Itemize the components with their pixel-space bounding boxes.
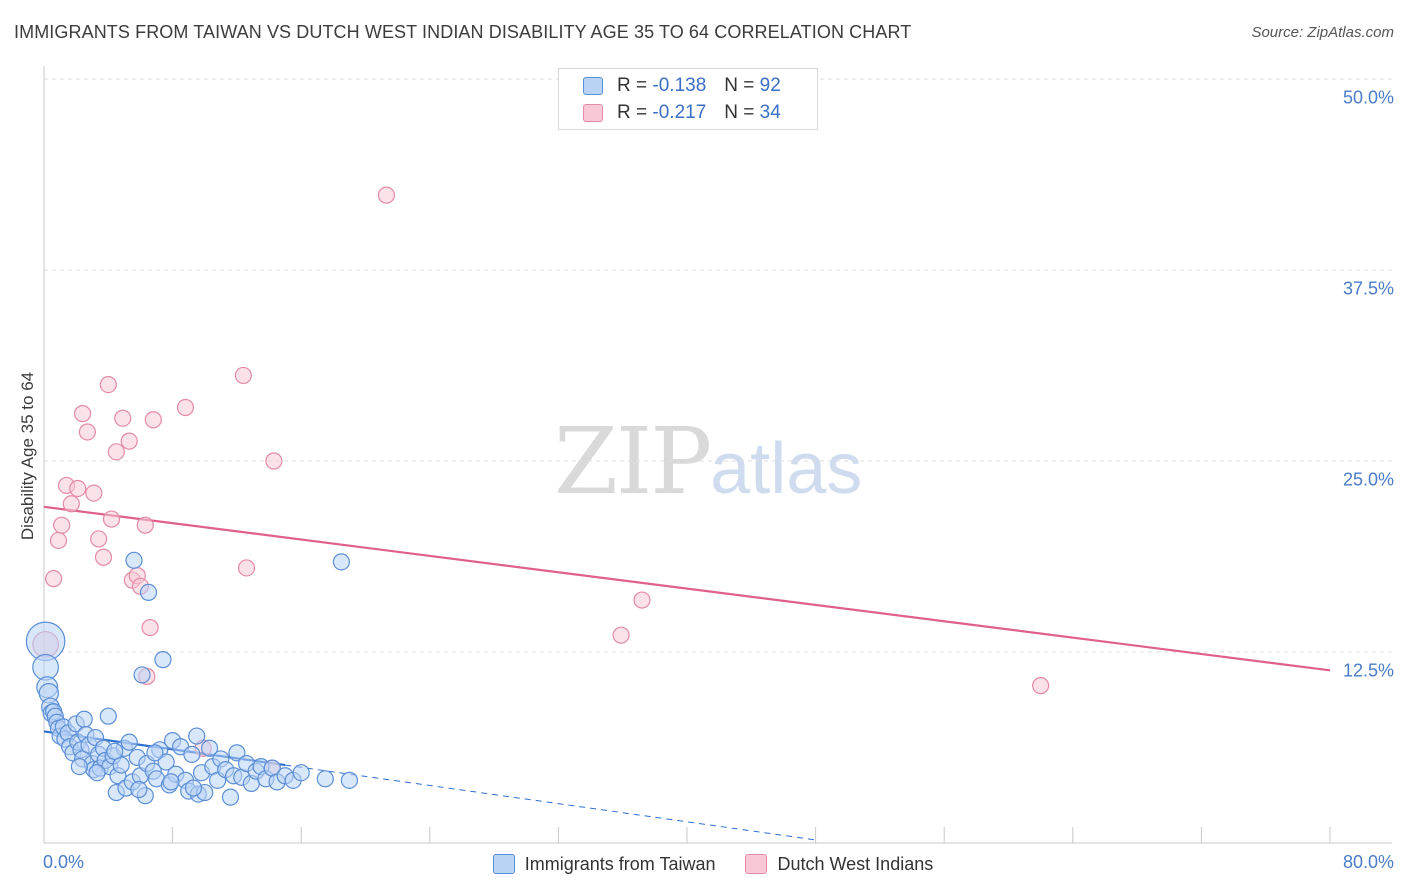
data-point-dutch — [85, 484, 103, 502]
data-point-taiwan — [133, 666, 151, 684]
data-point-dutch — [45, 570, 63, 588]
data-point-taiwan — [188, 727, 206, 745]
legend-item-taiwan[interactable]: Immigrants from Taiwan — [492, 851, 716, 877]
data-point-taiwan — [200, 739, 219, 757]
data-point-dutch — [377, 186, 395, 204]
data-point-dutch — [69, 479, 87, 498]
r-value: -0.138 — [652, 75, 707, 96]
swatch-taiwan — [583, 77, 603, 95]
axes — [43, 66, 1392, 844]
data-point-dutch — [53, 516, 71, 534]
data-point-taiwan — [221, 788, 240, 806]
data-point-taiwan — [228, 744, 246, 762]
data-point-taiwan — [112, 756, 130, 774]
data-point-taiwan — [292, 764, 310, 782]
data-point-dutch — [99, 376, 117, 394]
y-tick-label: 37.5% — [1342, 278, 1394, 299]
data-point-taiwan — [316, 770, 334, 788]
data-point-dutch — [78, 423, 97, 441]
stats-row-taiwan: R = -0.138 N = 92 — [583, 75, 781, 97]
series-immigrants-from-taiwan — [25, 551, 359, 806]
y-tick-label: 50.0% — [1342, 87, 1394, 108]
series-dutch-west-indians — [32, 186, 1050, 777]
swatch-taiwan — [492, 854, 515, 874]
r-label: R = — [617, 102, 648, 123]
data-point-taiwan — [183, 745, 201, 763]
data-point-dutch — [612, 626, 630, 644]
data-point-taiwan — [130, 780, 148, 799]
data-point-taiwan — [88, 764, 106, 782]
data-point-taiwan — [340, 771, 359, 789]
n-value: 92 — [759, 75, 781, 96]
stats-row-dutch: R = -0.217 N = 34 — [583, 102, 781, 124]
data-point-dutch — [73, 405, 92, 423]
data-point-taiwan — [157, 753, 175, 771]
data-point-dutch — [114, 409, 132, 427]
data-point-dutch — [176, 398, 195, 417]
source-label: Source: ZipAtlas.com — [1251, 24, 1394, 41]
n-label: N = — [724, 75, 755, 96]
data-point-taiwan — [32, 653, 60, 681]
data-point-dutch — [265, 452, 283, 470]
chart-title: IMMIGRANTS FROM TAIWAN VS DUTCH WEST IND… — [14, 22, 912, 42]
data-point-dutch — [136, 516, 154, 534]
x-tick-label: 0.0% — [43, 852, 85, 872]
y-tick-label: 25.0% — [1342, 469, 1394, 490]
legend-label-taiwan: Immigrants from Taiwan — [524, 853, 716, 874]
watermark-atlas: atlas — [710, 429, 863, 509]
data-point-taiwan — [125, 551, 143, 569]
series-legend: Immigrants from Taiwan Dutch West Indian… — [0, 851, 1406, 877]
data-point-dutch — [90, 530, 108, 548]
data-point-taiwan — [184, 779, 203, 797]
data-point-taiwan — [154, 651, 172, 669]
data-point-taiwan — [332, 553, 350, 571]
legend-label-dutch: Dutch West Indians — [777, 853, 934, 874]
data-point-dutch — [141, 618, 159, 637]
y-axis-label: Disability Age 35 to 64 — [18, 371, 37, 541]
data-point-dutch — [94, 548, 113, 566]
n-label: N = — [724, 102, 755, 123]
data-point-dutch — [49, 531, 68, 550]
stats-legend: R = -0.138 N = 92 R = -0.217 N = 34 — [558, 68, 818, 130]
data-point-dutch — [1032, 677, 1050, 695]
data-point-dutch — [62, 495, 80, 513]
r-value: -0.217 — [652, 102, 707, 123]
data-point-taiwan — [70, 757, 88, 776]
data-point-dutch — [234, 366, 252, 385]
swatch-dutch — [745, 854, 768, 874]
data-point-dutch — [144, 411, 162, 429]
data-point-taiwan — [106, 742, 124, 760]
trend-lines — [43, 505, 1331, 841]
data-point-dutch — [633, 591, 651, 609]
data-point-taiwan — [146, 744, 164, 762]
r-label: R = — [617, 75, 648, 96]
data-point-dutch — [237, 559, 256, 577]
n-value: 34 — [759, 102, 781, 123]
data-point-taiwan — [120, 733, 138, 751]
legend-item-dutch[interactable]: Dutch West Indians — [745, 851, 933, 877]
trend-line-dutch — [43, 505, 1331, 672]
data-point-taiwan — [99, 707, 117, 725]
y-tick-label: 12.5% — [1342, 660, 1394, 681]
data-point-taiwan — [162, 773, 180, 791]
swatch-dutch — [583, 104, 603, 122]
x-tick-label: 80.0% — [1342, 852, 1394, 872]
data-point-taiwan — [139, 583, 158, 602]
data-point-dutch — [120, 432, 138, 450]
trend-line-taiwan-extension — [285, 764, 816, 841]
data-point-dutch — [102, 510, 121, 528]
data-point-taiwan — [75, 710, 93, 728]
data-point-dutch — [107, 443, 125, 461]
